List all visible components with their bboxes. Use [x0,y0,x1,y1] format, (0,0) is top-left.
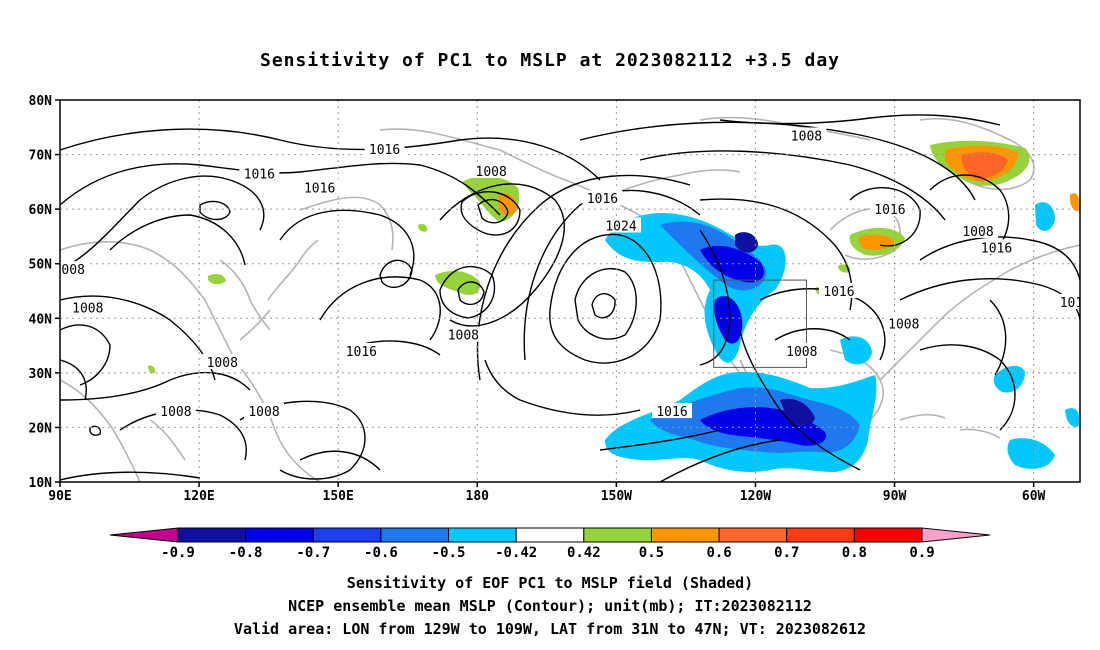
colorbar-label: 0.8 [842,545,867,561]
lon-tick-label: 120E [183,489,214,504]
colorbar-label: -0.8 [229,545,263,561]
contour-label-bg [601,217,641,233]
contour-label-bg [883,315,924,331]
contour-label: 1016 [304,181,335,196]
lat-tick-label: 50N [29,258,53,273]
contour-label-bg [299,179,340,195]
colorbar-swatch [650,527,720,543]
caption-line-3: Valid area: LON from 129W to 109W, LAT f… [233,620,867,638]
colorbar-label: 0.9 [909,545,934,561]
colorbar-swatch [718,527,788,543]
contour-label: 1024 [605,220,636,235]
contour-label-bg [202,353,243,369]
contour-label: 1016 [244,168,275,183]
plot-area [60,100,1080,482]
contour-label-bg [781,343,822,359]
contour-label-bg [652,403,692,419]
lon-tick-label: 90E [48,489,71,504]
lon-tick-label: 120W [740,489,771,504]
colorbar-label: -0.42 [495,545,537,561]
contour-label-bg [818,283,859,298]
shaded-sensitivity [148,140,1080,472]
contour-label-bg [1055,293,1080,309]
colorbar-swatch [583,527,652,543]
grid-lines [60,100,1080,482]
caption-line-1: Sensitivity of EOF PC1 to MSLP field (Sh… [346,574,754,592]
lon-tick-label: 150W [601,489,632,504]
colorbar-swatch [515,527,585,543]
colorbar-label: 0.5 [639,545,664,561]
contour-label: 1008 [786,345,817,360]
colorbar-label: 0.7 [774,545,799,561]
contour-label-bg [60,261,90,277]
lon-tick-label: 90W [883,489,907,504]
colorbar-label: -0.7 [296,545,330,561]
lat-tick-label: 10N [29,476,53,491]
contour-label: 1008 [248,405,279,420]
contour-label-bg [239,165,280,181]
contour-label: 1016 [656,405,687,420]
colorbar-swatch [853,527,923,543]
colorbar-swatch [312,527,382,543]
contour-labels: 1016101610161008101610241008101610081016… [54,127,1091,420]
contour-label: 1008 [888,318,919,333]
contour-label-bg [443,326,484,342]
colorbar-label: 0.6 [706,545,731,561]
contour-label-bg [67,299,108,315]
contour-label: 1016 [369,143,400,158]
contour-label-bg [869,201,910,217]
lat-tick-label: 40N [29,312,53,327]
colorbar-label: -0.9 [161,545,195,561]
colorbar-swatch [245,527,314,543]
colorbar-swatch [380,527,450,543]
contour-label: 1008 [962,225,993,240]
contour-label: 1016 [346,345,377,360]
colorbar: -0.9 -0.8 -0.7 -0.6 -0.5 -0.42 0.42 0.5 0.6 0.7 0.… [109,527,991,561]
contour-label-bg [244,403,284,419]
longitude-axis: 90E 120E 150E 180 150W 120W 90W 60W [48,482,1046,504]
contour-label: 1008 [476,165,507,180]
contour-label: 1008 [54,263,85,278]
contour-label: 1016 [1060,296,1091,311]
contour-label: 1016 [823,285,854,300]
contour-label-bg [155,403,196,419]
contour-label-bg [786,127,827,143]
caption-line-2: NCEP ensemble mean MSLP (Contour); unit(… [288,597,812,615]
lon-tick-label: 150E [323,489,354,504]
colorbar-label: -0.6 [364,545,398,561]
contour-label: 1008 [448,329,479,344]
lon-tick-label: 60W [1022,489,1046,504]
colorbar-label: -0.5 [432,545,466,561]
contour-label-bg [582,190,623,206]
contour-label: 1016 [874,203,905,218]
contour-label-bg [341,343,382,359]
colorbar-swatch [177,527,247,543]
plot-frame [59,99,1081,483]
lon-tick-label: 180 [466,489,490,504]
lat-tick-label: 80N [29,94,53,109]
colorbar-swatch [786,527,855,543]
contour-label-bg [976,239,1017,255]
contour-label: 1008 [207,356,238,371]
valid-area-box [713,279,807,368]
contour-label: 1008 [791,129,822,144]
contour-label: 1008 [160,405,191,420]
contour-label-bg [471,162,512,178]
latitude-axis: 80N 70N 60N 50N 40N 30N 20N 10N [29,94,60,491]
contour-label-bg [364,141,405,157]
colorbar-low-triangle [109,527,179,543]
colorbar-label: 0.42 [567,545,601,561]
contour-label: 1016 [981,241,1012,256]
lat-tick-label: 70N [29,149,53,164]
lat-tick-label: 30N [29,367,53,382]
contour-label: 1016 [587,192,618,207]
map-title: Sensitivity of PC1 to MSLP at 2023082112… [259,50,840,71]
lat-tick-label: 20N [29,421,53,436]
colorbar-high-triangle [921,527,991,543]
contour-label-bg [958,222,998,238]
lat-tick-label: 60N [29,203,53,218]
colorbar-swatch [448,527,517,543]
contour-label: 1008 [72,301,103,316]
